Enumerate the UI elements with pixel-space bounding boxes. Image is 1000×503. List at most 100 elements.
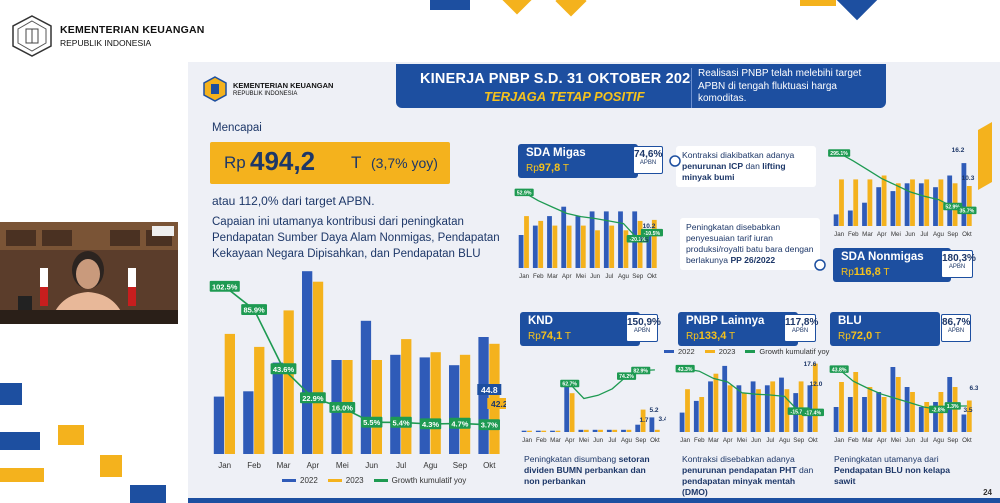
ministry-seal-icon [12, 15, 52, 57]
bar-2022-Jul [603, 211, 609, 268]
value-label: 5.2 [649, 407, 658, 414]
bar-2023-Okt [651, 219, 657, 268]
total-currency: Rp [224, 153, 246, 172]
growth-label: 43.3% [678, 367, 693, 373]
bar-2023-Apr [569, 393, 575, 432]
growth-label-bg [626, 235, 649, 243]
x-tick-label: Jun [905, 437, 916, 444]
decor-slide-right [978, 121, 992, 191]
panel-legend-2022-swatch [664, 350, 674, 353]
panel-value-blu: Rp72,0 T [838, 330, 881, 342]
bar-2023-Jun [756, 389, 761, 432]
legend-2022-swatch [282, 479, 296, 482]
description-text: Capaian ini utamanya kontribusi dari pen… [212, 216, 500, 260]
growth-label-bg [640, 228, 663, 237]
bar-2023-Mar [713, 373, 719, 432]
value-label: 7.5 [639, 237, 648, 244]
growth-label: -2.8% [932, 408, 946, 414]
x-tick-label: Jun [905, 231, 916, 238]
x-tick-label: Okt [650, 437, 660, 444]
panel-header-pnbp-lainnya: PNBP Lainnya Rp133,4 T [678, 312, 798, 346]
bar-2023-Feb [853, 372, 859, 432]
bar-2022-Feb [243, 391, 254, 454]
bar-2023-Apr [881, 397, 887, 432]
bar-2022-Agu [933, 402, 938, 432]
decor-slide-bottom [188, 498, 1000, 503]
panel-pct-knd: 150,9% APBN [626, 314, 661, 342]
panel-header-sda-migas: SDA Migas Rp97,8 T [518, 144, 638, 178]
panel-header-blu: BLU Rp72,0 T [830, 312, 940, 346]
bar-2023-Mar [867, 179, 873, 226]
bar-2022-Okt [961, 414, 967, 432]
bar-2022-Mei [736, 385, 742, 432]
x-tick-label: Jan [834, 231, 845, 238]
x-tick-label: Mar [708, 437, 719, 444]
bar-2023-Feb [541, 430, 547, 432]
x-tick-label: Sep [632, 273, 644, 280]
x-tick-label: Jun [365, 461, 378, 470]
x-tick-label: Mar [547, 273, 558, 280]
bar-2022-Jul [918, 407, 924, 432]
bar-2022-Mar [862, 202, 867, 226]
chart-knd: Jan Feb Mar Apr Mei Jun Jul Agu Sep Okt 62.7% 74.2%… [521, 366, 666, 444]
panel-header-knd: KND Rp74,1 T [520, 312, 640, 346]
bar-2022-Mar [272, 362, 283, 454]
decor-bar-gold [800, 0, 836, 6]
x-tick-label: Mei [737, 437, 747, 444]
bar-2022-Okt [961, 163, 967, 226]
ministry-header: KEMENTERIAN KEUANGAN REPUBLIK INDONESIA [10, 14, 205, 58]
bar-2023-Mei [895, 183, 901, 226]
main-legend: 2022 2023 Growth kumulatif yoy [272, 476, 466, 485]
bar-2023-Jan [524, 216, 529, 268]
bar-2022-Jun [592, 429, 598, 432]
growth-label-bg [329, 402, 356, 413]
growth-line [224, 285, 490, 426]
growth-line [523, 191, 653, 240]
bar-2023-Mar [283, 310, 294, 454]
x-tick-label: Okt [647, 273, 657, 280]
bar-2022-Okt [646, 232, 652, 268]
bar-2023-Jun [371, 360, 382, 454]
x-tick-label: Agu [779, 437, 791, 444]
x-tick-label: Apr [877, 437, 887, 444]
bar-2023-Mei [895, 377, 901, 432]
slide-logo: KEMENTERIAN KEUANGAN REPUBLIK INDONESIA [202, 76, 333, 102]
x-tick-label: Mei [579, 437, 589, 444]
x-tick-label: Jun [751, 437, 762, 444]
value-label: 3.5 [963, 407, 972, 414]
bar-2023-Feb [853, 179, 859, 226]
note-knd: Peningkatan disumbang setoran dividen BU… [524, 454, 650, 486]
bar-2023-Agu [623, 230, 629, 268]
panel-name-pnbp-lainnya: PNBP Lainnya [686, 315, 765, 327]
growth-label-bg [929, 405, 949, 414]
panel-name-sda-nonmigas: SDA Nonmigas [841, 251, 924, 263]
x-tick-label: Feb [694, 437, 705, 444]
legend-2023-label: 2023 [345, 476, 364, 485]
ministry-country: REPUBLIK INDONESIA [60, 38, 152, 48]
bar-2023-Apr [312, 281, 324, 454]
growth-label-bg [944, 402, 961, 410]
growth-label: 22.9% [302, 394, 324, 403]
growth-label-bg [675, 364, 695, 373]
x-tick-label: Sep [947, 231, 959, 238]
x-tick-label: Jun [590, 273, 601, 280]
bar-2022-Jul [918, 183, 924, 226]
bar-2022-Feb [847, 210, 853, 226]
bar-2022-Jan [833, 214, 839, 226]
growth-label-bg [209, 280, 240, 292]
x-tick-label: Sep [453, 461, 468, 470]
bar-2022-Apr [876, 187, 882, 226]
growth-label: 3.7% [481, 421, 498, 430]
x-tick-label: Mar [862, 231, 873, 238]
bar-2023-Jan [224, 333, 235, 454]
growth-label: 5.5% [363, 418, 380, 427]
bar-2022-Jul [390, 354, 401, 454]
x-tick-label: Agu [621, 437, 633, 444]
growth-label: 82.9% [633, 369, 648, 375]
growth-label: 52.9% [517, 191, 532, 197]
presenter-video[interactable] [0, 222, 178, 324]
bar-2022-Okt [649, 417, 655, 432]
x-tick-label: Agu [618, 273, 630, 280]
x-tick-label: Apr [565, 437, 575, 444]
bar-2022-Mei [578, 429, 584, 432]
